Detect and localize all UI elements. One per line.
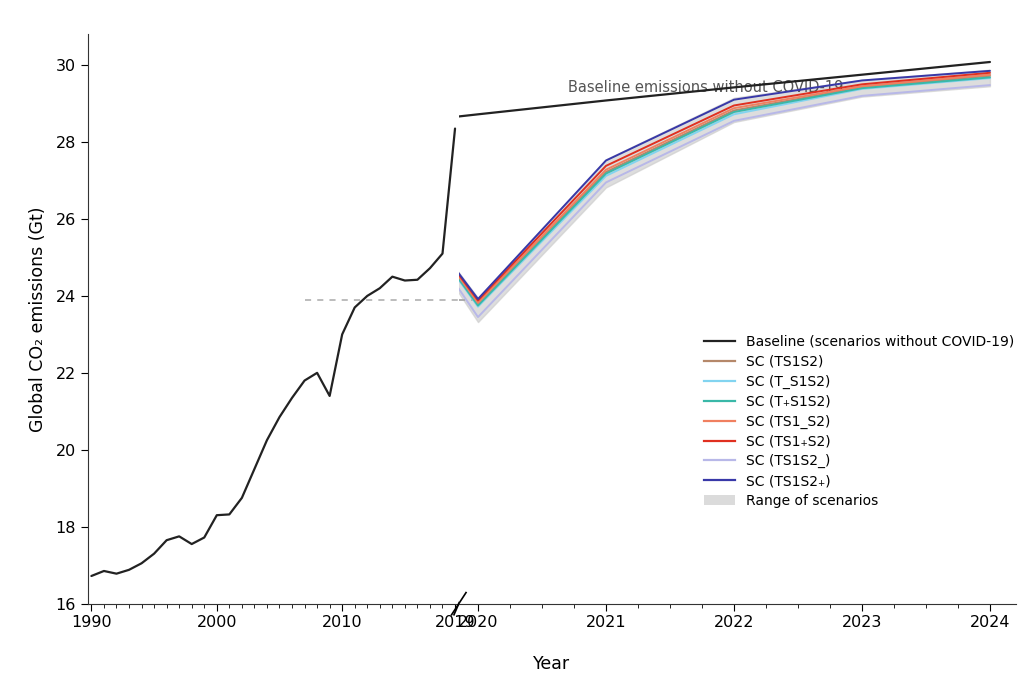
Text: Baseline emissions without COVID-19: Baseline emissions without COVID-19 — [568, 80, 843, 95]
Text: Year: Year — [533, 655, 570, 673]
Legend: Baseline (scenarios without COVID-19), SC (TS1S2), SC (T_S1S2), SC (T₊S1S2), SC : Baseline (scenarios without COVID-19), S… — [704, 335, 1015, 508]
Y-axis label: Global CO₂ emissions (Gt): Global CO₂ emissions (Gt) — [29, 206, 47, 431]
